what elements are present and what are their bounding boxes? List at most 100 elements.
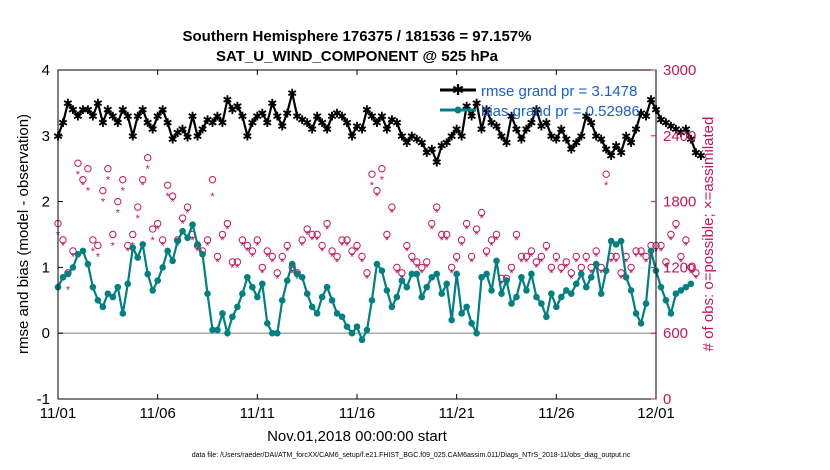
bias-point	[632, 310, 640, 317]
obs-assimilated-point: *	[594, 251, 599, 263]
obs-assimilated-point: *	[156, 224, 161, 236]
rmse-point: ✱	[531, 103, 541, 117]
bias-point	[667, 310, 675, 317]
rmse-point: ✱	[496, 129, 506, 143]
obs-possible-point	[148, 225, 157, 233]
obs-assimilated-point: *	[634, 251, 639, 263]
obs-possible-point	[208, 175, 217, 184]
rmse-point: ✱	[58, 116, 68, 130]
bias-point	[662, 297, 670, 304]
x-tick-label: 12/01	[637, 405, 675, 422]
obs-possible-point	[627, 263, 635, 272]
rmse-point: ✱	[317, 116, 327, 130]
x-tick-label: 11/11	[240, 405, 275, 422]
rmse-point: ✱	[232, 100, 242, 114]
bias-point	[453, 270, 460, 278]
rmse-point: ✱	[482, 103, 492, 117]
bias-point	[523, 287, 530, 294]
obs-possible-point	[273, 269, 281, 277]
bias-point	[463, 303, 470, 311]
obs-possible-point	[119, 175, 127, 184]
y-axis-label: rmse and bias (model - observation)	[15, 114, 32, 354]
bias-point	[273, 329, 281, 337]
rmse-point: ✱	[173, 126, 183, 140]
obs-possible-point	[657, 241, 665, 250]
obs-assimilated-point: *	[574, 257, 579, 269]
obs-assimilated-point: *	[619, 273, 624, 285]
obs-assimilated-point: *	[529, 251, 534, 263]
rmse-point: ✱	[442, 136, 452, 150]
obs-assimilated-point: *	[86, 186, 91, 198]
bias-point	[318, 293, 326, 301]
bias-point	[259, 280, 266, 288]
bias-point	[333, 310, 341, 317]
obs-assimilated-point: *	[146, 164, 151, 176]
bias-point	[264, 320, 271, 327]
bias-point	[587, 273, 595, 281]
bias-point	[59, 273, 67, 281]
rmse-point: ✱	[487, 116, 497, 130]
rmse-point: ✱	[163, 116, 173, 130]
bias-point	[433, 270, 441, 278]
rmse-point: ✱	[332, 106, 342, 120]
rmse-point: ✱	[367, 110, 377, 124]
rmse-point: ✱	[327, 110, 337, 124]
obs-possible-point	[542, 241, 551, 250]
rmse-point: ✱	[217, 116, 227, 130]
obs-assimilated-point: *	[644, 257, 649, 269]
rmse-point: ✱	[83, 103, 93, 117]
obs-possible-point	[69, 247, 77, 255]
obs-assimilated-point: *	[210, 191, 215, 203]
obs-possible-point	[527, 247, 536, 255]
rmse-point: ✱	[561, 133, 571, 147]
rmse-point: ✱	[197, 123, 207, 137]
bias-point	[567, 290, 575, 298]
rmse-point: ✱	[521, 123, 531, 137]
obs-assimilated-point: *	[604, 180, 609, 192]
bias-point	[283, 277, 291, 284]
bias-point	[528, 270, 535, 278]
obs-possible-point	[383, 230, 391, 239]
rmse-point: ✱	[566, 142, 576, 156]
data-file-footer: data file: /Users/raeder/DAI/ATM_forcXX/…	[192, 452, 631, 459]
bias-point	[94, 297, 102, 304]
obs-possible-point	[318, 241, 326, 250]
obs-possible-point	[253, 236, 262, 244]
bias-point	[194, 241, 201, 248]
bias-point	[234, 303, 241, 311]
obs-possible-point	[213, 252, 222, 261]
obs-assimilated-point: *	[230, 262, 235, 274]
rmse-point: ✱	[272, 110, 282, 124]
rmse-point: ✱	[252, 110, 262, 124]
bias-point	[602, 267, 610, 274]
bias-point	[278, 297, 286, 304]
bias-point	[219, 310, 226, 317]
x-tick-label: 11/01	[40, 405, 76, 422]
rmse-point: ✱	[576, 129, 586, 143]
obs-assimilated-point: *	[330, 251, 335, 263]
obs-assimilated-point: *	[195, 246, 200, 258]
bias-point	[687, 280, 695, 288]
obs-possible-point	[388, 203, 396, 211]
obs-assimilated-point: *	[689, 268, 694, 280]
bias-point	[79, 247, 87, 255]
rmse-point: ✱	[681, 123, 691, 137]
y-tick-label: 3	[42, 128, 50, 145]
y-tick-label: -1	[37, 391, 50, 408]
bias-point	[124, 280, 132, 288]
bias-point	[378, 267, 386, 274]
rmse-point: ✱	[447, 129, 457, 143]
obs-assimilated-point: *	[170, 197, 175, 209]
rmse-point: ✱	[277, 119, 287, 133]
obs-assimilated-point: *	[405, 246, 410, 258]
obs-assimilated-point: *	[101, 197, 106, 209]
obs-assimilated-point: *	[365, 273, 370, 285]
obs-assimilated-point: *	[305, 230, 310, 242]
obs-possible-point	[348, 247, 356, 255]
bias-point	[488, 287, 495, 294]
obs-assimilated-point: *	[250, 251, 255, 263]
bias-point	[413, 270, 421, 278]
obs-assimilated-point: *	[300, 240, 305, 252]
rmse-line	[56, 92, 702, 166]
obs-assimilated-point: *	[524, 257, 529, 269]
